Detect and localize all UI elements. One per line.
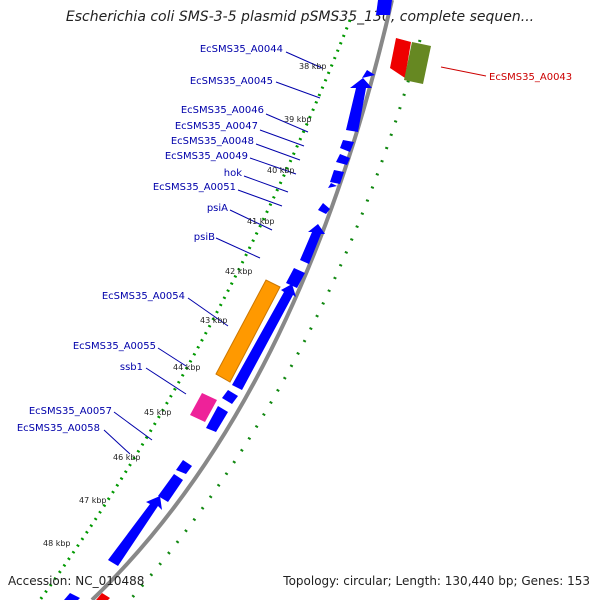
tick-label: 45 kbp bbox=[144, 408, 172, 417]
tick-label: 48 kbp bbox=[43, 539, 71, 548]
gene-label: EcSMS35_A0057 bbox=[29, 406, 112, 417]
tick-label: 47 kbp bbox=[79, 496, 107, 505]
cds-arrow-a0057 bbox=[176, 460, 192, 474]
gene-label: ssb1 bbox=[120, 362, 143, 373]
cds-arrow-psib bbox=[300, 224, 325, 264]
cds-arrow-a0054 bbox=[232, 284, 296, 390]
gene-label: EcSMS35_A0044 bbox=[200, 44, 283, 55]
feature-red bbox=[390, 38, 411, 78]
cds-arrow-a0045 bbox=[346, 78, 372, 132]
cds-arrow-a0046 bbox=[340, 140, 354, 152]
gene-label: hok bbox=[224, 168, 242, 179]
cds-arrow bbox=[286, 268, 305, 288]
tick-label: 38 kbp bbox=[299, 62, 327, 71]
gene-label: EcSMS35_A0054 bbox=[102, 291, 185, 302]
feature-green bbox=[404, 42, 431, 84]
tick-label: 44 kbp bbox=[173, 363, 201, 372]
gene-label: EcSMS35_A0055 bbox=[73, 341, 156, 352]
gene-label: psiB bbox=[194, 232, 215, 243]
gene-label: EcSMS35_A0045 bbox=[190, 76, 273, 87]
gene-label: psiA bbox=[207, 203, 228, 214]
gene-label: EcSMS35_A0048 bbox=[171, 136, 254, 147]
tick-label: 42 kbp bbox=[225, 267, 253, 276]
tick-label: 40 kbp bbox=[267, 166, 295, 175]
cds-arrow-a0058 bbox=[158, 474, 183, 502]
cds-arrow-ssb1 bbox=[206, 406, 228, 432]
accession-text: Accession: NC_010488 bbox=[8, 574, 145, 588]
gene-label-right: EcSMS35_A0043 bbox=[489, 72, 572, 83]
leader-line-right bbox=[440, 66, 487, 77]
feature-pink bbox=[190, 393, 217, 422]
gene-label: EcSMS35_A0051 bbox=[153, 182, 236, 193]
tick-label: 41 kbp bbox=[247, 217, 275, 226]
cds-arrow-hok bbox=[330, 170, 344, 184]
feature-red-bottom bbox=[96, 593, 110, 600]
cds-arrow-a0055 bbox=[222, 390, 238, 404]
tick-label: 43 kbp bbox=[200, 316, 228, 325]
gene-label: EcSMS35_A0058 bbox=[17, 423, 100, 434]
feature-orange bbox=[215, 279, 281, 383]
cds-arrow-psia bbox=[318, 203, 330, 214]
cds-arrow bbox=[64, 593, 80, 600]
cds-arrow-a0044 bbox=[362, 70, 375, 78]
cds-arrow bbox=[108, 496, 162, 566]
leader-lines bbox=[103, 51, 323, 455]
gene-label: EcSMS35_A0049 bbox=[165, 151, 248, 162]
gene-label: EcSMS35_A0046 bbox=[181, 105, 264, 116]
cds-arrow-a0051 bbox=[328, 183, 337, 188]
tick-label: 46 kbp bbox=[113, 453, 141, 462]
topology-summary: Topology: circular; Length: 130,440 bp; … bbox=[283, 574, 590, 588]
cds-arrow bbox=[376, 0, 392, 15]
map-title: Escherichia coli SMS-3-5 plasmid pSMS35_… bbox=[65, 9, 535, 25]
backbone bbox=[90, 0, 394, 600]
gene-label: EcSMS35_A0047 bbox=[175, 121, 258, 132]
tick-label: 39 kbp bbox=[284, 115, 312, 124]
cds-arrow-a0048 bbox=[336, 154, 350, 165]
